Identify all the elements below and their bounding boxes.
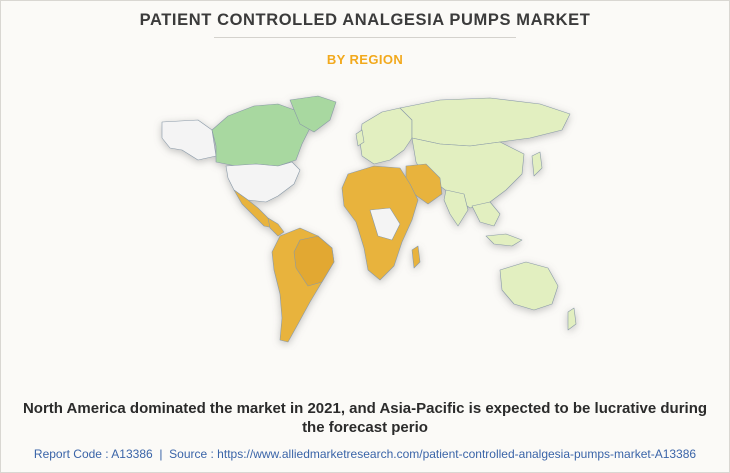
australia-region: [499, 261, 559, 311]
report-code: Report Code : A13386: [33, 447, 153, 461]
page-subtitle: BY REGION: [326, 52, 404, 67]
uk-region: [355, 129, 365, 147]
source-link[interactable]: Source : https://www.alliedmarketresearc…: [169, 447, 697, 461]
central-africa-region: [369, 207, 401, 241]
russia-region: [399, 97, 571, 147]
central-america-region: [267, 217, 285, 237]
alaska-region: [161, 119, 217, 161]
europe-region: [359, 107, 413, 165]
page-title: PATIENT CONTROLLED ANALGESIA PUMPS MARKE…: [139, 11, 591, 29]
footer-separator: |: [159, 447, 163, 461]
title-divider: [214, 37, 516, 38]
market-caption: North America dominated the market in 20…: [22, 400, 708, 436]
world-map: [161, 95, 577, 343]
indonesia-region: [485, 233, 523, 247]
new-zealand-region: [567, 307, 577, 331]
india-region: [443, 189, 469, 227]
canada-region: [211, 103, 311, 167]
southeast-asia-region: [471, 201, 501, 227]
usa-region: [225, 161, 301, 203]
source-footer: Report Code : A13386 | Source : https://…: [0, 447, 730, 461]
madagascar-region: [411, 245, 421, 269]
greenland-region: [289, 95, 337, 133]
brazil-region: [293, 235, 335, 287]
japan-region: [531, 151, 543, 177]
